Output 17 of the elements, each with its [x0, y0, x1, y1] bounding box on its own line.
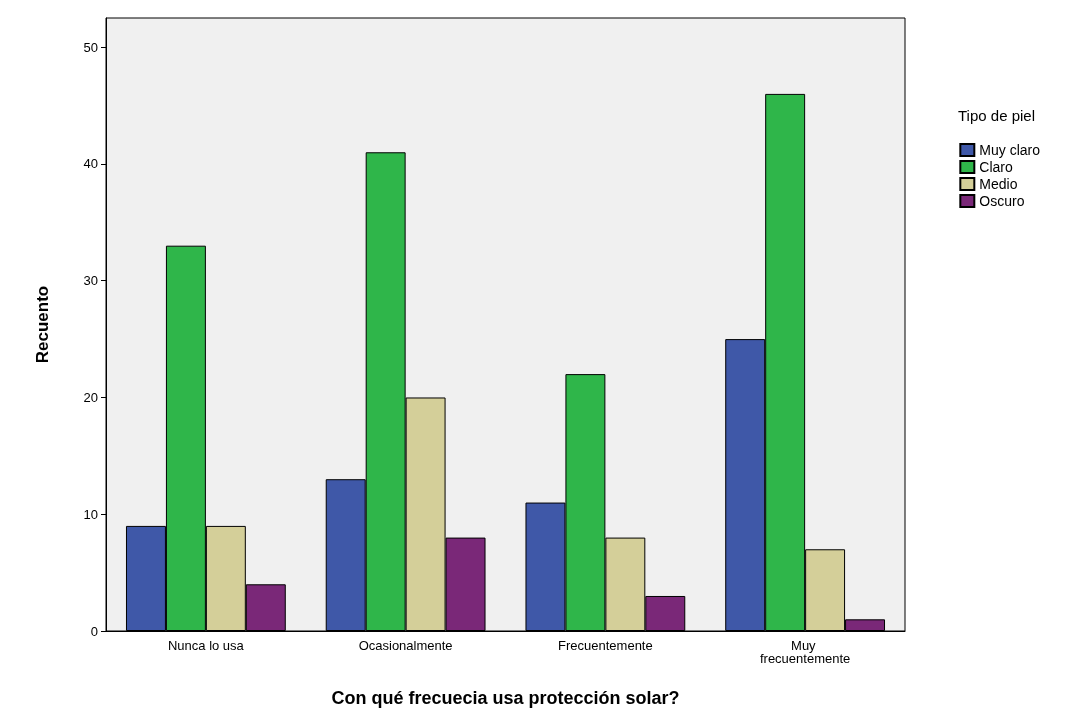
x-tick-label: Ocasionalmente	[358, 638, 453, 653]
y-tick-label: 50	[83, 39, 98, 55]
legend-label: Claro	[979, 159, 1013, 175]
y-tick-label: 20	[83, 389, 98, 405]
y-tick-label: 30	[83, 273, 98, 289]
legend-label: Muy claro	[979, 142, 1041, 158]
legend-title: Tipo de piel	[958, 107, 1036, 124]
legend-label: Oscuro	[979, 193, 1025, 209]
y-tick-label: 40	[83, 156, 98, 172]
x-tick-label: Nunca lo usa	[167, 638, 245, 653]
y-axis-title: Recuento	[33, 285, 52, 364]
x-tick-label: Muy frecuentemente	[759, 638, 851, 666]
y-tick-label: 10	[83, 506, 98, 522]
x-axis-title: Con qué frecuecia usa protección solar?	[331, 688, 680, 708]
x-tick-label: Frecuentemente	[558, 638, 653, 653]
y-tick-label: 0	[90, 623, 98, 639]
legend-label: Medio	[979, 176, 1018, 192]
